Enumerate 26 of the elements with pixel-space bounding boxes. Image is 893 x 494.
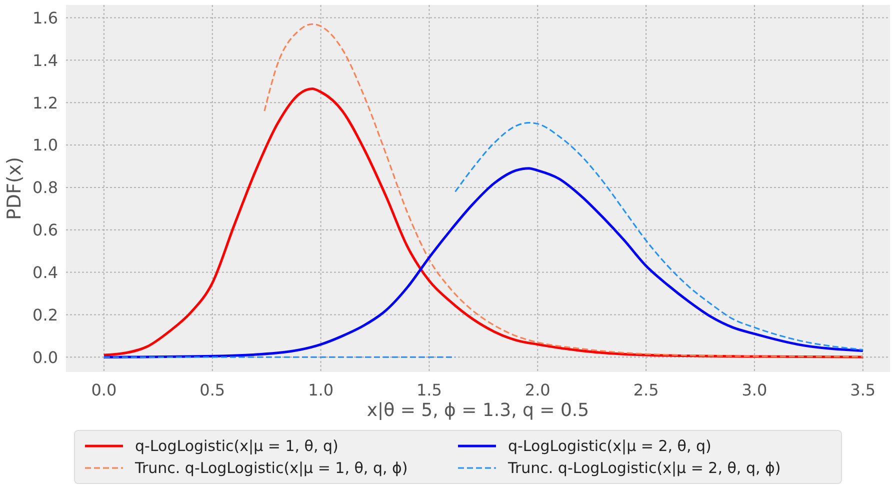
- legend-label: Trunc. q-LogLogistic(x|μ = 1, θ, q, ϕ): [135, 459, 408, 477]
- y-tick-label: 1.2: [32, 93, 58, 112]
- line-series: [454, 122, 864, 350]
- x-axis-title: x|θ = 5, ϕ = 1.3, q = 0.5: [366, 400, 590, 421]
- x-tick-label: 0.0: [91, 380, 117, 400]
- line-series: [102, 167, 864, 358]
- x-tick-label: 1.5: [416, 380, 442, 400]
- y-axis-title: PDF(x): [4, 156, 26, 220]
- x-tick-label: 0.5: [200, 380, 226, 400]
- x-tick-label: 2.0: [524, 380, 550, 400]
- legend-label: q-LogLogistic(x|μ = 1, θ, q): [135, 437, 338, 455]
- y-tick-label: 0.8: [32, 178, 58, 198]
- legend-label: q-LogLogistic(x|μ = 2, θ, q): [508, 437, 712, 455]
- x-tick-label: 1.0: [308, 380, 334, 400]
- x-tick-label: 3.0: [742, 380, 768, 400]
- y-tick-label: 1.4: [32, 50, 58, 70]
- y-tick-label: 0.0: [32, 348, 58, 367]
- y-tick-label: 0.6: [32, 220, 58, 240]
- legend-label: Trunc. q-LogLogistic(x|μ = 2, θ, q, ϕ): [508, 459, 781, 477]
- line-series: [264, 23, 864, 358]
- y-tick-label: 1.6: [32, 8, 58, 28]
- y-tick-label: 1.0: [32, 136, 58, 155]
- y-tick-label: 0.2: [32, 305, 58, 324]
- y-tick-label: 0.4: [32, 262, 58, 282]
- x-tick-label: 2.5: [633, 380, 659, 400]
- x-tick-label: 3.5: [850, 380, 876, 400]
